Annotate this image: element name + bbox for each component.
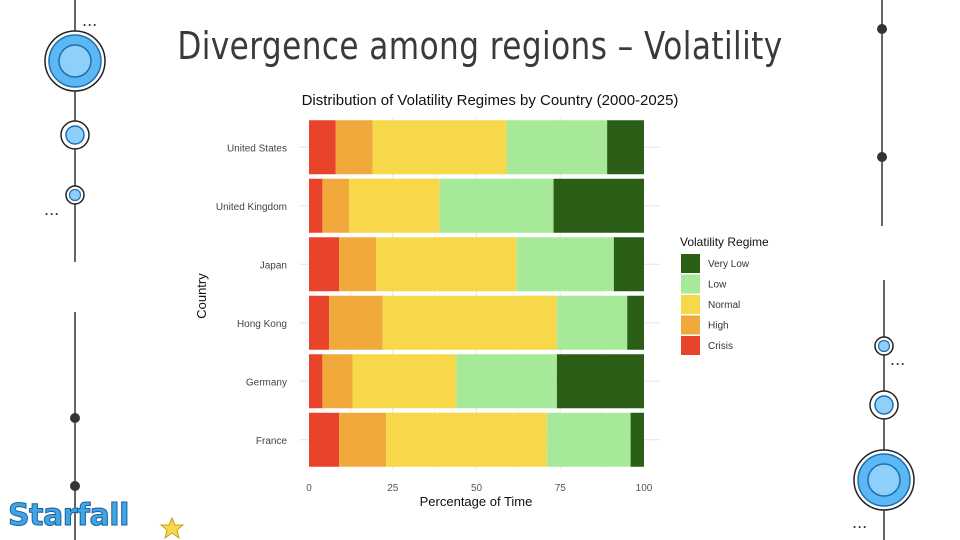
bar-segment-high (339, 412, 387, 467)
bar-segment-low (439, 178, 554, 233)
bar-segment-normal (372, 120, 507, 175)
bar-segment-high (322, 178, 350, 233)
slide-title: Divergence among regions – Volatility (177, 24, 783, 68)
legend-label: Crisis (708, 341, 733, 352)
star-icon (159, 516, 185, 540)
y-axis-label: Country (194, 273, 209, 319)
bar-segment-crisis (309, 412, 340, 467)
y-tick-label: Germany (246, 377, 287, 388)
ellipsis-dots-2: ... (44, 200, 59, 219)
legend-label: Very Low (708, 259, 750, 270)
bar-segment-very-low (613, 237, 644, 292)
x-tick-label: 50 (471, 483, 483, 494)
legend-swatch-crisis (681, 336, 700, 355)
bar-segment-very-low (556, 354, 644, 409)
ellipsis-dots-1: ... (82, 11, 97, 30)
y-tick-label: United Kingdom (216, 202, 287, 213)
bar-segment-normal (386, 412, 547, 467)
bar-segment-normal (352, 354, 457, 409)
legend-label: Normal (708, 300, 740, 311)
chart-title: Distribution of Volatility Regimes by Co… (302, 92, 679, 109)
bar-segment-very-low (607, 120, 644, 175)
starfall-logo: Starfall (8, 498, 130, 534)
bar-segment-very-low (630, 412, 644, 467)
x-axis-label: Percentage of Time (420, 494, 533, 509)
x-tick-label: 100 (636, 483, 653, 494)
legend-label: Low (708, 280, 727, 291)
legend-swatch-normal (681, 295, 700, 314)
y-tick-label: France (256, 436, 288, 447)
y-tick-label: Hong Kong (237, 319, 287, 330)
bar-segment-very-low (627, 295, 644, 350)
legend-swatch-low (681, 274, 700, 294)
y-tick-label: United States (227, 143, 287, 154)
bar-segment-normal (376, 237, 517, 292)
bar-segment-crisis (309, 178, 323, 233)
ellipsis-dots-3: ... (890, 350, 905, 369)
bar-segment-crisis (309, 237, 340, 292)
bar-segment-low (556, 295, 628, 350)
legend-swatch-high (681, 315, 700, 335)
bar-segment-low (546, 412, 631, 467)
bar-segment-crisis (309, 120, 336, 175)
x-tick-label: 0 (306, 483, 312, 494)
legend-swatch-very-low (681, 254, 700, 273)
bar-segment-normal (382, 295, 557, 350)
y-tick-label: Japan (260, 260, 287, 271)
legend-label: High (708, 321, 729, 332)
bar-segment-very-low (553, 178, 644, 233)
bar-segment-high (329, 295, 383, 350)
ellipsis-dots-4: ... (852, 513, 867, 532)
bar-segment-low (456, 354, 557, 409)
bar-segment-crisis (309, 354, 323, 409)
bar-segment-crisis (309, 295, 330, 350)
bar-segment-high (322, 354, 353, 409)
bar-segment-high (339, 237, 376, 292)
bar-segment-low (516, 237, 614, 292)
x-tick-label: 75 (555, 483, 567, 494)
bar-segment-normal (349, 178, 440, 233)
legend-title: Volatility Regime (680, 235, 769, 249)
bar-segment-high (335, 120, 373, 175)
bar-segment-low (506, 120, 608, 175)
x-tick-label: 25 (387, 483, 399, 494)
